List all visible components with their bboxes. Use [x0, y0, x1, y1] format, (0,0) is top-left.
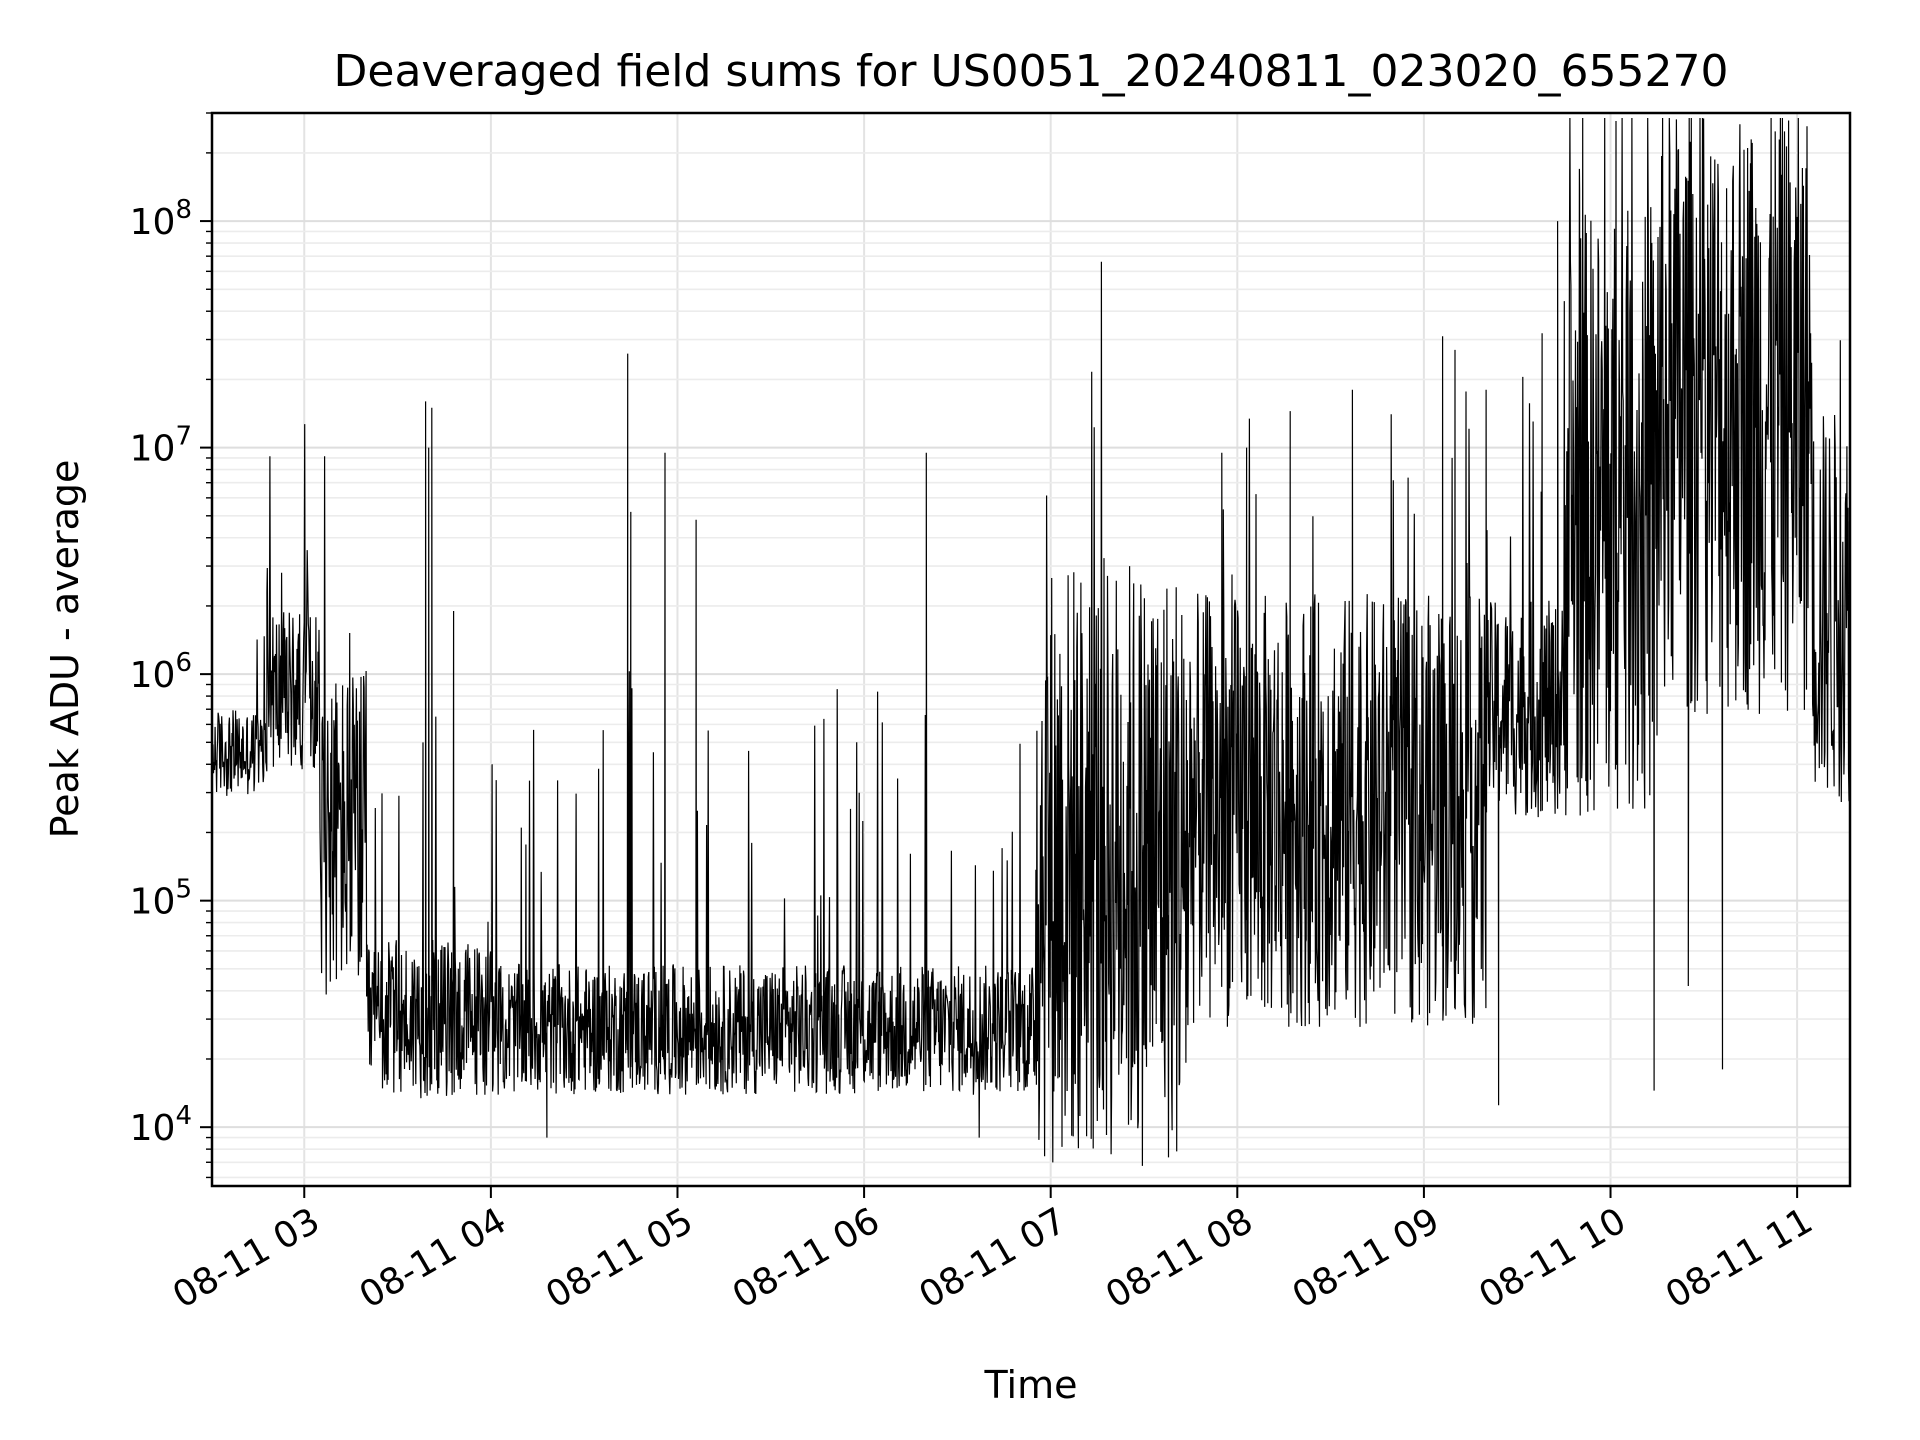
y-axis: 104 105 106 107 108 [130, 112, 212, 1179]
y-tick-label: 107 [130, 422, 192, 470]
x-axis-label: Time [984, 1363, 1078, 1407]
plot-frame [210, 111, 1852, 1188]
y-tick-label: 104 [130, 1101, 192, 1149]
chart-title: Deaveraged field sums for US0051_2024081… [334, 46, 1729, 97]
y-tick-label: 106 [130, 648, 192, 696]
series-trace [212, 117, 1850, 1166]
series-line [212, 117, 1850, 1166]
y-tick-label: 108 [130, 195, 192, 243]
y-axis-label: Peak ADU - average [43, 460, 87, 839]
y-tick-label: 105 [130, 875, 192, 923]
